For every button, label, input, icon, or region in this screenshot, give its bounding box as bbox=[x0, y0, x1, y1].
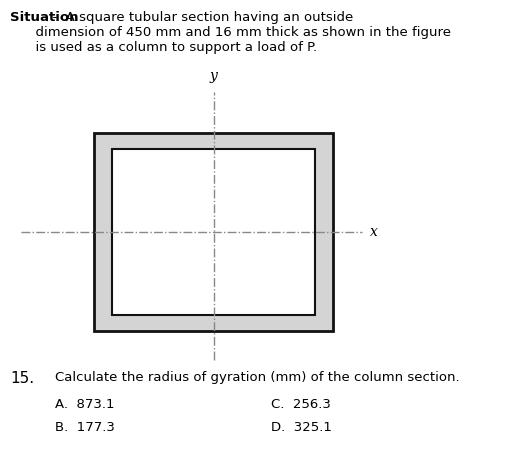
Text: D.  325.1: D. 325.1 bbox=[271, 421, 332, 434]
Text: y: y bbox=[209, 69, 218, 83]
Text: x: x bbox=[370, 225, 378, 239]
Text: -  A square tubular section having an outside
      dimension of 450 mm and 16 m: - A square tubular section having an out… bbox=[10, 11, 451, 54]
Text: A.  873.1: A. 873.1 bbox=[55, 398, 114, 411]
Text: 15.: 15. bbox=[10, 371, 34, 386]
Text: Calculate the radius of gyration (mm) of the column section.: Calculate the radius of gyration (mm) of… bbox=[55, 371, 460, 384]
Text: Situation: Situation bbox=[10, 11, 79, 24]
Bar bbox=[112, 148, 315, 315]
Bar bbox=[94, 133, 333, 331]
Text: B.  177.3: B. 177.3 bbox=[55, 421, 115, 434]
Text: C.  256.3: C. 256.3 bbox=[271, 398, 331, 411]
